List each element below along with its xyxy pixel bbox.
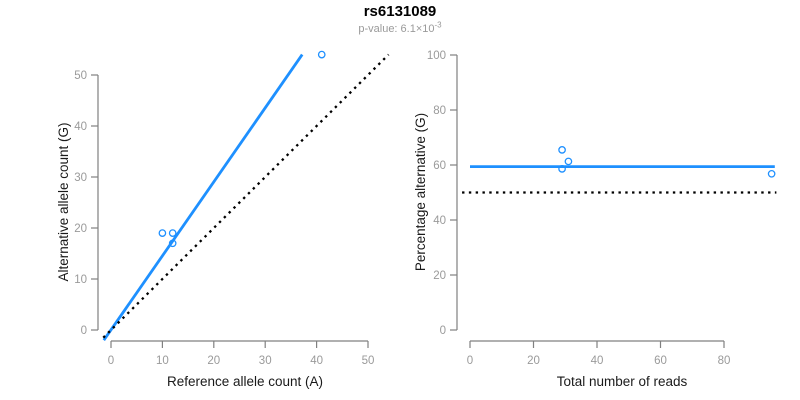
x-tick-label: 80 <box>718 355 731 367</box>
x-tick-label: 30 <box>259 355 272 367</box>
page-title: rs6131089 <box>363 3 437 20</box>
y-tick-label: 50 <box>74 70 87 82</box>
data-point <box>558 165 566 173</box>
x-tick-label: 40 <box>591 355 604 367</box>
data-point <box>564 157 573 166</box>
x-tick-label: 0 <box>108 355 114 367</box>
x-axis-title: Reference allele count (A) <box>167 374 323 389</box>
p-value-exponent: -3 <box>434 20 442 30</box>
data-point <box>168 239 177 248</box>
data-point <box>558 146 566 154</box>
y-tick-label: 40 <box>74 121 87 133</box>
y-tick-label: 20 <box>74 223 87 235</box>
p-value-subtitle: p-value: 6.1×10-3 <box>0 20 800 35</box>
x-tick-label: 50 <box>362 355 375 367</box>
y-tick-label: 100 <box>427 50 446 62</box>
identity-line <box>102 53 390 339</box>
data-point <box>317 50 326 59</box>
x-tick-label: 40 <box>310 355 323 367</box>
x-tick-label: 10 <box>156 355 169 367</box>
y-tick-label: 0 <box>81 325 87 337</box>
p-value-text: p-value: 6.1×10 <box>358 23 435 35</box>
fit-line <box>102 53 304 341</box>
y-tick-label: 60 <box>433 160 446 172</box>
x-tick-label: 0 <box>467 355 473 367</box>
data-point <box>158 229 167 237</box>
y-tick-label: 20 <box>433 270 446 282</box>
x-axis-title: Total number of reads <box>557 374 688 389</box>
x-tick-label: 60 <box>654 355 667 367</box>
y-tick-label: 40 <box>433 215 446 227</box>
y-axis-title: Alternative allele count (G) <box>56 122 71 281</box>
x-tick-label: 20 <box>207 355 220 367</box>
y-tick-label: 10 <box>74 274 87 286</box>
data-point <box>168 229 177 237</box>
y-axis-title: Percentage alternative (G) <box>413 113 428 271</box>
data-point <box>767 169 776 178</box>
y-tick-label: 80 <box>433 105 446 117</box>
y-tick-label: 30 <box>74 172 87 184</box>
x-tick-label: 20 <box>527 355 540 367</box>
y-tick-label: 0 <box>440 325 446 337</box>
